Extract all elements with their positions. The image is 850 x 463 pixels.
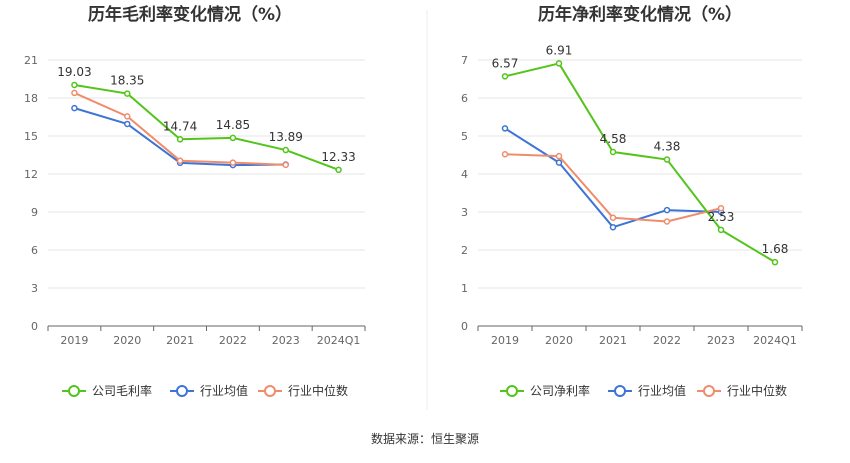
data-label: 6.57 xyxy=(492,56,519,70)
data-point[interactable] xyxy=(555,159,563,166)
legend-label: 行业中位数 xyxy=(288,383,348,398)
data-point[interactable] xyxy=(717,204,725,212)
y-tick-label: 6 xyxy=(31,244,38,257)
legend-item[interactable]: 行业均值 xyxy=(170,383,248,398)
data-label: 13.89 xyxy=(269,130,303,144)
data-point[interactable] xyxy=(663,156,671,163)
y-tick-label: 12 xyxy=(24,168,38,181)
y-tick-label: 18 xyxy=(24,92,38,105)
data-point[interactable] xyxy=(282,146,289,154)
legend-label: 行业中位数 xyxy=(727,383,787,398)
data-label: 18.35 xyxy=(110,74,144,88)
x-tick-label: 2019 xyxy=(491,334,519,347)
y-tick-label: 3 xyxy=(461,206,468,219)
legend-item[interactable]: 行业中位数 xyxy=(697,383,787,398)
legend-marker-icon xyxy=(506,385,518,397)
data-point[interactable] xyxy=(124,90,131,97)
data-point[interactable] xyxy=(229,159,237,166)
data-label: 1.68 xyxy=(762,242,789,256)
y-tick-label: 4 xyxy=(461,168,468,181)
x-tick-label: 2022 xyxy=(219,334,247,347)
chart-title: 历年毛利率变化情况（%） xyxy=(88,4,292,25)
legend-marker-icon xyxy=(176,385,188,397)
legend-item[interactable]: 公司净利率 xyxy=(500,383,590,398)
x-tick-label: 2021 xyxy=(599,334,627,347)
legend-label: 行业均值 xyxy=(638,383,686,398)
data-point[interactable] xyxy=(229,134,237,142)
x-tick-label: 2020 xyxy=(113,334,141,347)
data-label: 14.85 xyxy=(216,118,250,132)
data-point[interactable] xyxy=(176,136,184,143)
data-point[interactable] xyxy=(71,81,78,89)
y-tick-label: 0 xyxy=(31,320,38,333)
data-point[interactable] xyxy=(335,166,342,174)
y-tick-label: 9 xyxy=(31,206,38,219)
data-point[interactable] xyxy=(501,150,509,158)
data-point[interactable] xyxy=(609,148,617,156)
x-tick-label: 2019 xyxy=(60,334,88,347)
legend-item[interactable]: 行业中位数 xyxy=(258,383,348,398)
y-tick-label: 15 xyxy=(24,130,38,143)
data-point[interactable] xyxy=(176,157,184,164)
y-tick-label: 7 xyxy=(461,54,468,67)
data-point[interactable] xyxy=(663,218,671,225)
y-tick-label: 0 xyxy=(461,320,468,333)
x-tick-label: 2023 xyxy=(272,334,300,347)
legend-label: 行业均值 xyxy=(200,383,248,398)
legend-marker-icon xyxy=(264,385,276,397)
x-tick-label: 2024Q1 xyxy=(753,334,797,347)
data-point[interactable] xyxy=(124,113,131,120)
data-label: 6.91 xyxy=(546,43,573,57)
y-tick-label: 5 xyxy=(461,130,468,143)
data-point[interactable] xyxy=(717,226,725,234)
data-point[interactable] xyxy=(501,125,509,132)
data-label: 19.03 xyxy=(57,65,91,79)
data-label: 4.58 xyxy=(600,132,627,146)
x-tick-label: 2024Q1 xyxy=(317,334,361,347)
data-point[interactable] xyxy=(609,223,617,231)
data-point[interactable] xyxy=(124,120,131,128)
data-point[interactable] xyxy=(609,214,617,221)
data-label: 12.33 xyxy=(321,150,355,164)
y-tick-label: 3 xyxy=(31,282,38,295)
data-point[interactable] xyxy=(501,73,509,80)
chart-title: 历年净利率变化情况（%） xyxy=(538,4,742,25)
legend-marker-icon xyxy=(614,385,626,397)
data-point[interactable] xyxy=(771,258,779,266)
data-label: 4.38 xyxy=(654,140,681,154)
y-tick-label: 1 xyxy=(461,282,468,295)
y-tick-label: 2 xyxy=(461,244,468,257)
x-tick-label: 2021 xyxy=(166,334,194,347)
data-point[interactable] xyxy=(555,60,563,67)
legend-marker-icon xyxy=(703,385,715,397)
data-point[interactable] xyxy=(71,89,78,97)
y-tick-label: 6 xyxy=(461,92,468,105)
data-label: 14.74 xyxy=(163,119,197,133)
legend-marker-icon xyxy=(68,385,80,397)
legend-item[interactable]: 公司毛利率 xyxy=(62,383,152,398)
source-note: 数据来源：恒生聚源 xyxy=(370,432,479,446)
data-point[interactable] xyxy=(663,206,671,214)
series-line xyxy=(504,62,776,264)
data-point[interactable] xyxy=(555,152,563,160)
x-tick-label: 2023 xyxy=(707,334,735,347)
data-point[interactable] xyxy=(71,104,78,112)
x-tick-label: 2022 xyxy=(653,334,681,347)
data-label: 2.53 xyxy=(708,210,735,224)
y-tick-label: 21 xyxy=(24,54,38,67)
legend-label: 公司净利率 xyxy=(530,383,590,398)
net-margin-chart: 历年净利率变化情况（%） 0 1 2 3 4 5 6 7 2019 2020 2021 2022 2023… xyxy=(461,4,803,398)
gross-margin-chart: 历年毛利率变化情况（%） 0 3 6 9 12 15 18 21 2019 2020 2021 2022… xyxy=(24,4,366,398)
data-point[interactable] xyxy=(282,161,289,169)
series-line xyxy=(74,83,339,171)
x-tick-label: 2020 xyxy=(545,334,573,347)
legend-label: 公司毛利率 xyxy=(92,383,152,398)
legend-item[interactable]: 行业均值 xyxy=(608,383,686,398)
